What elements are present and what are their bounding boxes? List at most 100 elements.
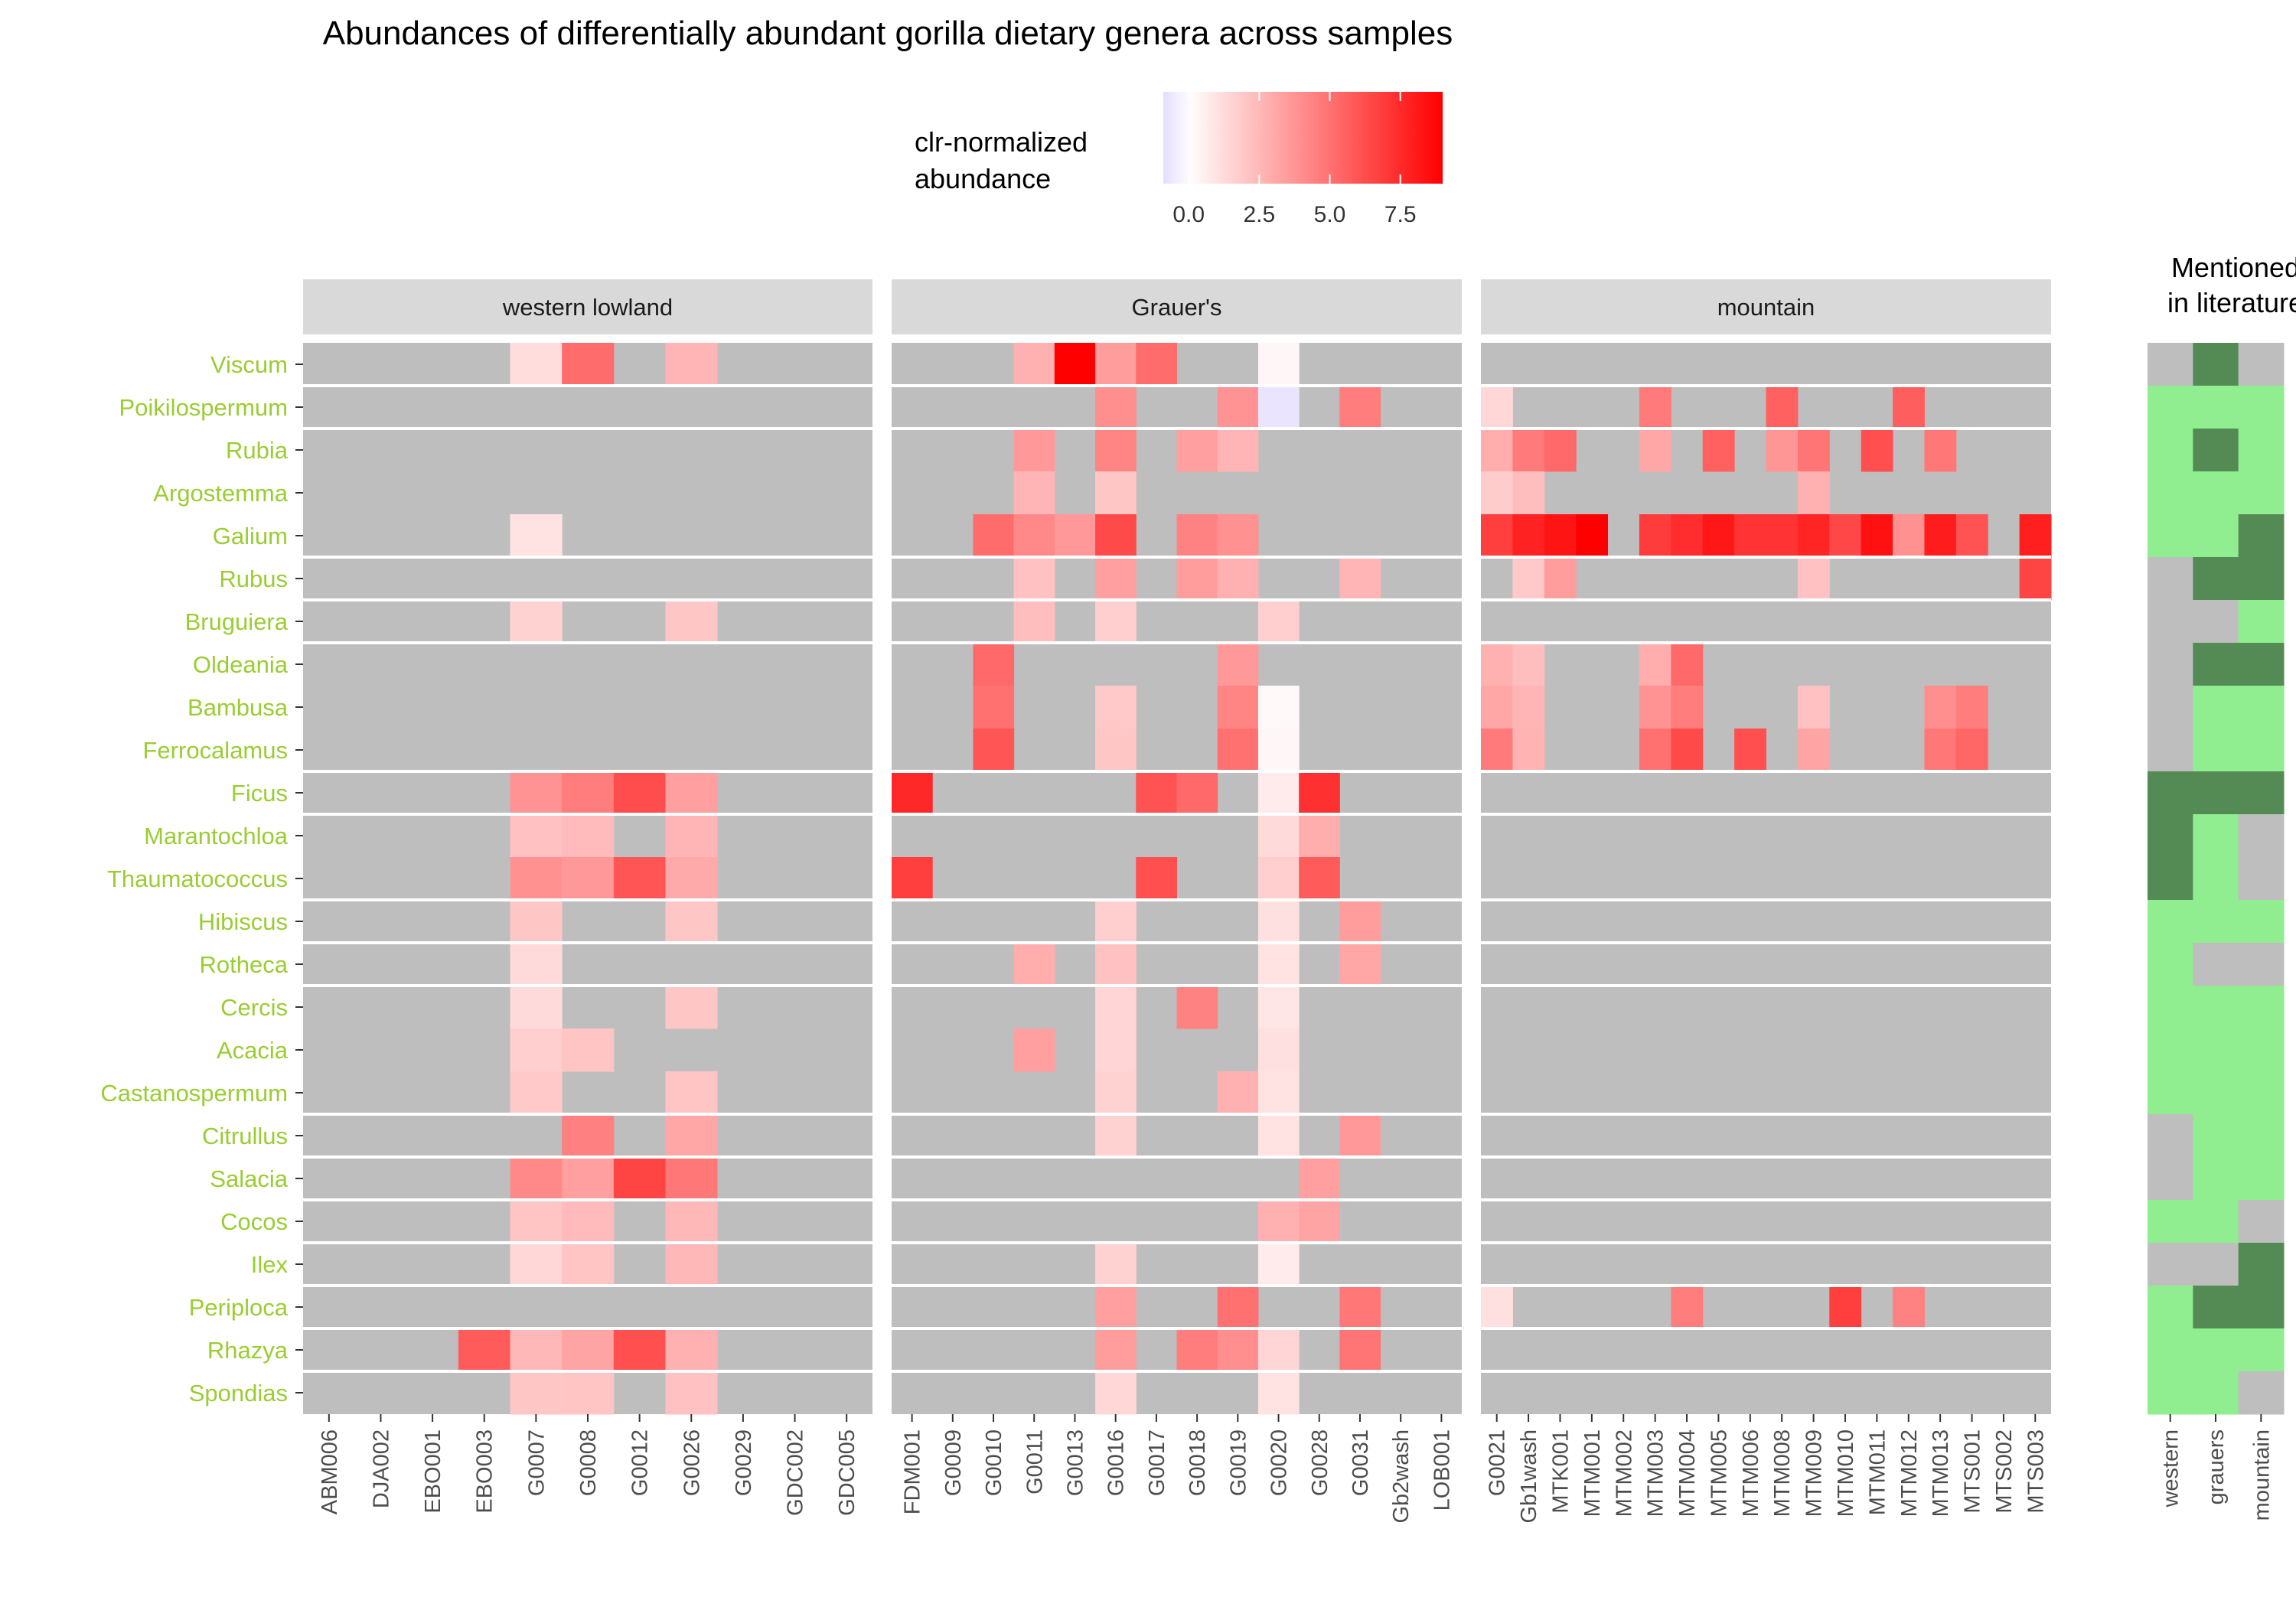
literature-cell <box>2193 1328 2239 1372</box>
heatmap-cell <box>1136 343 1177 386</box>
heatmap-cell <box>562 857 615 901</box>
literature-cell <box>2148 600 2193 644</box>
heatmap-cell <box>1176 429 1218 472</box>
literature-cell <box>2193 1114 2239 1158</box>
heatmap-cell <box>1734 729 1766 772</box>
heatmap-cell <box>1893 1286 1925 1329</box>
heatmap-cell <box>1955 514 1988 558</box>
sample-label: G0017 <box>1145 1429 1169 1496</box>
heatmap-cell <box>1013 429 1055 472</box>
heatmap-cell <box>510 771 563 815</box>
legend-title-line-1: clr-normalized <box>915 126 1088 158</box>
sample-label: MTM008 <box>1770 1429 1795 1517</box>
heatmap-cell <box>1829 1286 1862 1329</box>
sample-label: G0018 <box>1186 1429 1210 1496</box>
legend-tick-label: 0.0 <box>1172 202 1205 227</box>
heatmap-cell <box>1339 1328 1381 1372</box>
heatmap-cell <box>1013 600 1055 644</box>
literature-cell <box>2193 600 2239 644</box>
heatmap-cell <box>892 771 933 815</box>
literature-column-label: mountain <box>2249 1429 2274 1521</box>
heatmap-cell <box>665 1071 718 1115</box>
heatmap-cell <box>1481 514 1513 558</box>
literature-cell <box>2148 1328 2193 1372</box>
heatmap-cell <box>510 857 563 901</box>
heatmap-cell <box>562 814 615 858</box>
literature-cell <box>2238 943 2285 986</box>
panel-strip <box>303 279 872 334</box>
sample-label: MTS002 <box>1992 1429 2017 1514</box>
legend-ticks: 0.0 2.5 5.0 7.5 <box>1172 92 1417 227</box>
heatmap-cell <box>1512 557 1545 601</box>
heatmap-cell <box>1766 429 1799 472</box>
heatmap-cell <box>1924 514 1957 558</box>
sample-label: GDC005 <box>835 1429 859 1516</box>
chart-title: Abundances of differentially abundant go… <box>323 15 1453 52</box>
heatmap-cell <box>1512 686 1545 729</box>
heatmap-cell <box>665 1114 718 1158</box>
legend-tick-label: 2.5 <box>1243 202 1275 227</box>
heatmap-cell <box>1512 471 1545 515</box>
literature-cell <box>2148 1028 2193 1072</box>
heatmap-cell <box>1639 386 1671 429</box>
panel-strip-label: mountain <box>1717 294 1815 321</box>
literature-cell <box>2193 386 2239 429</box>
heatmap-cell <box>1217 1286 1259 1329</box>
heatmap-cell <box>1095 1286 1137 1329</box>
sample-label: G0026 <box>680 1429 704 1496</box>
genus-labels: Viscum Poikilospermum Rubia Argostemma Galiu… <box>100 351 303 1407</box>
literature-cell <box>2148 814 2193 858</box>
heatmap-cell <box>510 986 563 1029</box>
heatmap-cell <box>1797 729 1830 772</box>
heatmap-cell <box>1481 1286 1513 1329</box>
genus-label: Castanospermum <box>100 1080 288 1107</box>
literature-cell <box>2193 1243 2239 1286</box>
heatmap-cell <box>1095 729 1137 772</box>
heatmap-cell <box>665 900 718 944</box>
literature-cell <box>2238 557 2285 601</box>
heatmap-cell <box>1766 514 1799 558</box>
literature-cell <box>2238 1286 2285 1329</box>
heatmap-cell <box>1217 557 1259 601</box>
heatmap-cell <box>1054 343 1096 386</box>
literature-cell <box>2238 1028 2285 1072</box>
heatmap-cell <box>1797 686 1830 729</box>
heatmap-cell <box>613 1157 666 1201</box>
literature-cell <box>2148 1114 2193 1158</box>
heatmap-cell <box>510 1243 563 1286</box>
heatmap-cell <box>1217 429 1259 472</box>
literature-cell <box>2148 429 2193 472</box>
genus-label: Citrullus <box>202 1123 288 1149</box>
heatmap-cell <box>1257 1200 1300 1244</box>
heatmap-cell <box>1095 1371 1137 1415</box>
heatmap-cell <box>665 857 718 901</box>
literature-cell <box>2193 857 2239 901</box>
heatmap-cell <box>1481 429 1513 472</box>
sample-label: MTM012 <box>1897 1429 1922 1517</box>
heatmap-cell <box>1136 857 1177 901</box>
literature-cell <box>2193 1157 2239 1201</box>
genus-label: Acacia <box>217 1037 289 1064</box>
heatmap-cell <box>665 814 718 858</box>
heatmap-cell <box>510 1200 563 1244</box>
heatmap-cell <box>1257 1243 1300 1286</box>
heatmap-cell <box>665 1328 718 1372</box>
literature-cell <box>2193 900 2239 944</box>
heatmap-cell <box>1339 900 1381 944</box>
heatmap-cell <box>1512 729 1545 772</box>
heatmap-cell <box>1257 814 1300 858</box>
literature-cell <box>2148 1157 2193 1201</box>
heatmap-cell <box>1481 471 1513 515</box>
genus-label: Hibiscus <box>198 908 288 935</box>
heatmap-cell <box>613 771 666 815</box>
heatmap-cell <box>1299 857 1340 901</box>
literature-cell <box>2193 1286 2239 1329</box>
heatmap-cell <box>1671 686 1704 729</box>
panel-strip-label: western lowland <box>502 294 673 321</box>
literature-cell <box>2148 986 2193 1029</box>
literature-cell <box>2148 1200 2193 1244</box>
heatmap-cell <box>510 1071 563 1115</box>
literature-cell <box>2193 471 2239 515</box>
heatmap-cell <box>1095 471 1137 515</box>
genus-label: Rubus <box>219 566 288 592</box>
